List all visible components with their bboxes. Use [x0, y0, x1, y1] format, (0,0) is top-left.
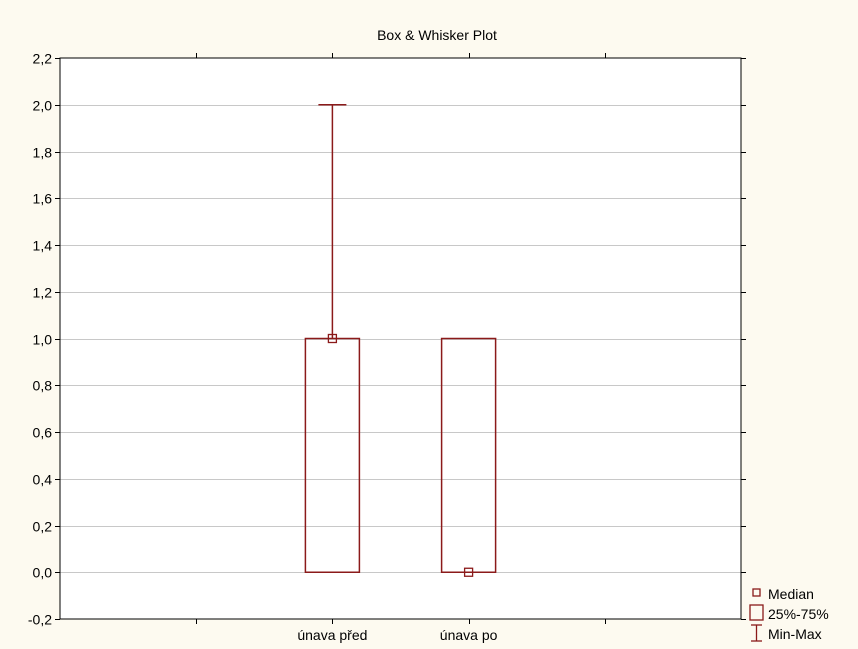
y-tick-label: 1,8 — [33, 145, 53, 161]
chart-title: Box & Whisker Plot — [377, 27, 497, 43]
y-tick-label: 0,6 — [33, 425, 53, 441]
x-tick-label: únava po — [440, 627, 498, 643]
x-tick-label: únava před — [297, 627, 367, 643]
grid-lines — [60, 58, 741, 619]
legend: Median 25%-75% Min-Max — [749, 586, 829, 642]
y-tick-label: -0,2 — [28, 612, 52, 628]
y-tick-label: 0,0 — [33, 565, 53, 581]
box-iqr — [304, 337, 361, 573]
legend-label: Median — [768, 586, 814, 602]
plot-area — [59, 57, 742, 620]
y-tick-label: 0,2 — [33, 519, 53, 535]
y-tick-label: 2,2 — [33, 51, 53, 67]
y-tick-label: 1,6 — [33, 191, 53, 207]
box-series — [304, 104, 497, 577]
axes: 2,2 2,0 1,8 1,6 1,4 1,2 1,0 0,8 0,6 0,4 0,2 0,0 -0,2… — [28, 51, 746, 643]
median-marker — [327, 333, 338, 344]
y-tick-label: 0,4 — [33, 472, 53, 488]
legend-label: Min-Max — [768, 626, 822, 642]
y-tick-label: 1,4 — [33, 238, 53, 254]
legend-box-icon — [749, 604, 764, 621]
legend-median-icon — [752, 588, 761, 597]
y-tick-label: 1,0 — [33, 332, 53, 348]
plot-background — [60, 58, 741, 619]
legend-label: 25%-75% — [768, 606, 829, 622]
y-tick-label: 1,2 — [33, 285, 53, 301]
y-tick-label: 2,0 — [33, 98, 53, 114]
box-iqr — [440, 337, 497, 573]
y-tick-label: 0,8 — [33, 378, 53, 394]
median-marker — [463, 567, 474, 577]
